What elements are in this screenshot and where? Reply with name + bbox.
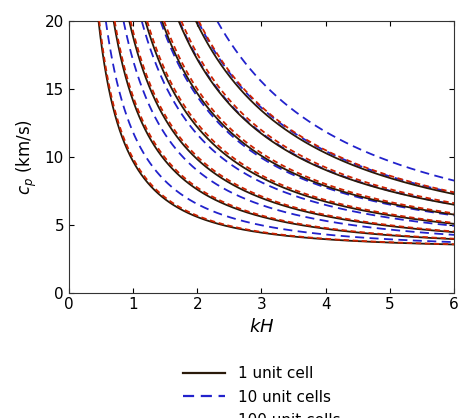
Legend: 1 unit cell, 10 unit cells, 100 unit cells: 1 unit cell, 10 unit cells, 100 unit cel… <box>177 360 346 418</box>
Y-axis label: $c_p$ (km/s): $c_p$ (km/s) <box>15 119 39 195</box>
X-axis label: $kH$: $kH$ <box>249 318 274 336</box>
